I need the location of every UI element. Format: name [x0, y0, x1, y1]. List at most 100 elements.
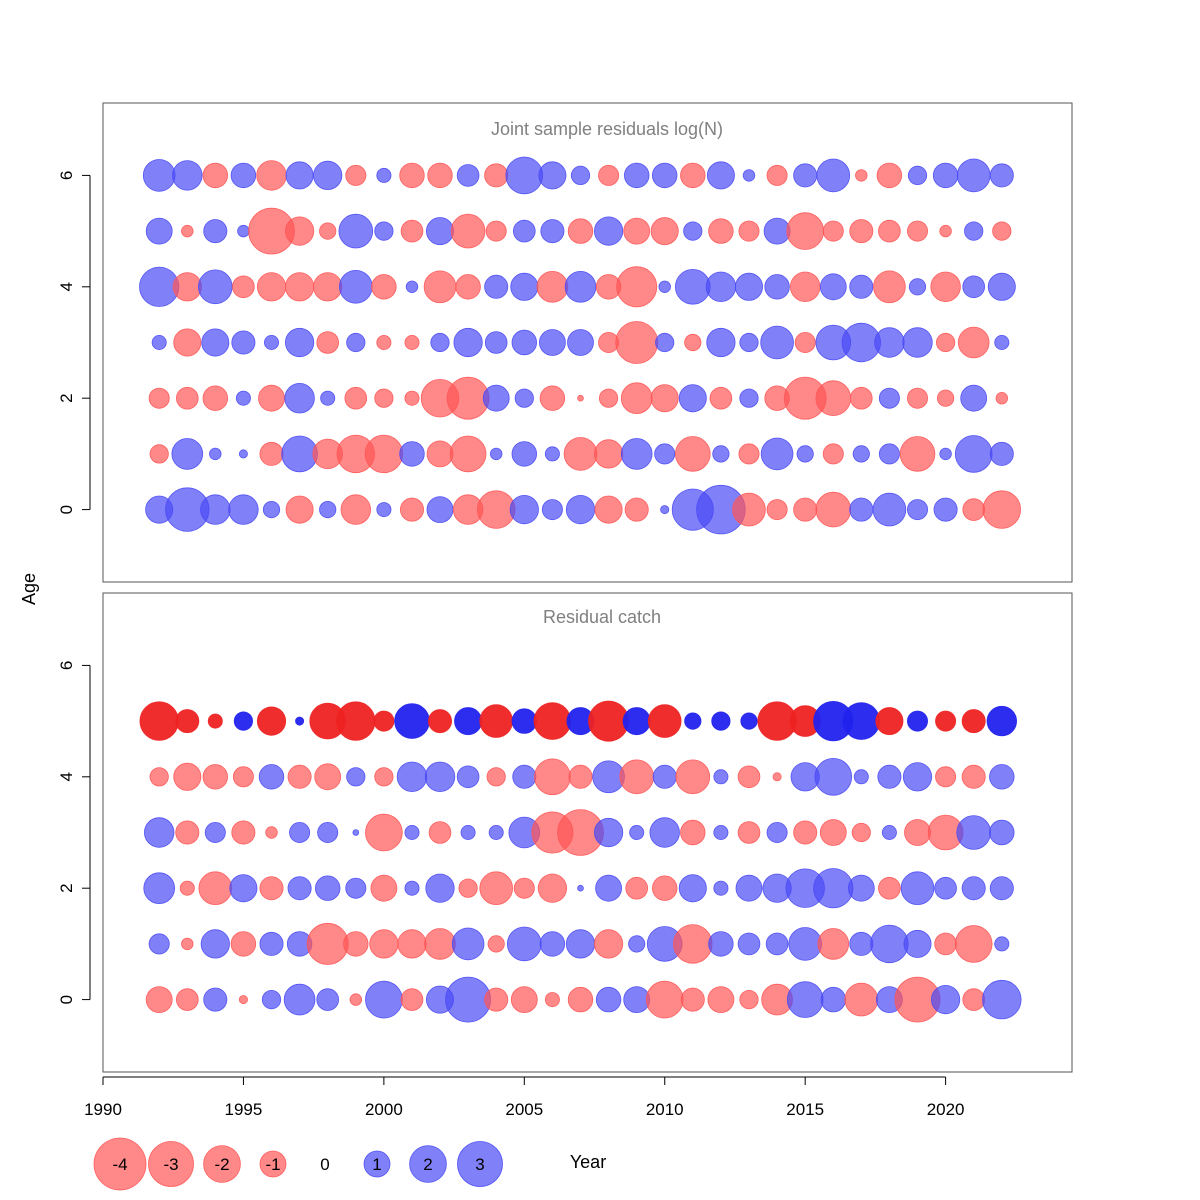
- bubble-age-2-year-2011: [678, 874, 707, 903]
- bubble-age-0-year-2013: [732, 492, 766, 527]
- bubble-age-3-year-2011: [680, 819, 706, 846]
- y-tick-label: 6: [57, 171, 76, 180]
- bubble-age-3-year-2015: [793, 820, 818, 845]
- bubble-age-0-year-1996: [262, 500, 281, 519]
- bubble-age-3-year-2002: [430, 332, 450, 353]
- bubble-age-0-year-1992: [145, 986, 173, 1013]
- bubble-age-0-year-2009: [623, 986, 651, 1013]
- bubble-age-4-year-2009: [616, 266, 658, 308]
- bubble-age-2-year-2021: [960, 384, 988, 412]
- bubble-age-2-year-2013: [735, 874, 763, 902]
- bubble-age-1-year-2016: [817, 928, 850, 960]
- bubble-age-4-year-1993: [172, 272, 202, 302]
- bubble-age-1-year-2017: [849, 931, 874, 956]
- bubble-age-3-year-2006: [539, 329, 566, 356]
- bubble-age-3-year-1999: [352, 829, 360, 836]
- bubble-age-4-year-2005: [510, 272, 539, 301]
- bubble-age-3-year-1992: [143, 817, 175, 848]
- bubble-age-4-year-1995: [232, 275, 255, 299]
- bubble-age-0-year-2006: [544, 992, 560, 1008]
- bubble-age-5-year-2004: [485, 220, 507, 242]
- bubble-age-2-year-1994: [202, 385, 229, 411]
- bubble-age-2-year-2005: [513, 877, 535, 899]
- bubble-age-0-year-1993: [176, 988, 199, 1011]
- bubble-age-5-year-2020: [939, 224, 952, 238]
- bubble-age-1-year-2002: [426, 440, 454, 468]
- bubble-age-1-year-1998: [306, 922, 349, 965]
- bubble-age-1-year-2000: [364, 434, 404, 474]
- bubble-age-3-year-1993: [175, 820, 200, 845]
- y-tick-label: 4: [57, 282, 76, 291]
- bubble-age-0-year-2016: [820, 986, 847, 1013]
- bubble-age-2-year-2017: [847, 874, 875, 902]
- bubble-age-5-year-2017: [849, 219, 874, 244]
- bubble-age-5-year-2008: [593, 216, 624, 246]
- bubble-age-3-year-1998: [316, 331, 340, 354]
- bubble-age-4-year-1998: [314, 763, 342, 791]
- x-axis: 1990 1995 2000 2005 2010 2015 2020: [84, 1076, 965, 1119]
- bubble-age-4-year-1999: [346, 767, 366, 787]
- bubble-age-3-year-1997: [289, 822, 311, 844]
- bubble-age-5-year-2017: [842, 702, 881, 740]
- bubble-age-1-year-2005: [506, 926, 542, 962]
- legend-label: 0: [320, 1155, 329, 1174]
- legend-label: -4: [112, 1155, 127, 1174]
- bubble-age-3-year-1994: [204, 822, 226, 844]
- bubble-age-5-year-2016: [822, 220, 844, 242]
- bubble-age-6-year-1993: [172, 160, 203, 191]
- bubble-age-1-year-2009: [628, 935, 646, 953]
- bubble-age-0-year-1994: [200, 494, 231, 525]
- bubble-age-4-year-1998: [313, 272, 343, 302]
- bubble-age-4-year-2010: [652, 764, 677, 789]
- bubble-age-0-year-1997: [283, 983, 316, 1016]
- bubble-age-1-year-2007: [563, 437, 598, 471]
- bubble-age-0-year-2005: [510, 986, 538, 1013]
- bubble-age-2-year-1996: [258, 384, 285, 412]
- bubble-age-4-year-2013: [735, 272, 764, 301]
- bubble-age-6-year-2014: [766, 164, 788, 186]
- bubble-age-0-year-2011: [680, 987, 705, 1012]
- bubble-age-5-year-2014: [763, 217, 791, 245]
- bubble-age-2-year-2002: [425, 873, 455, 903]
- bubble-age-5-year-2020: [935, 710, 957, 732]
- bottom-panel-bubbles: [139, 700, 1022, 1023]
- bubble-age-4-year-2000: [374, 767, 394, 787]
- bubble-age-2-year-2004: [479, 871, 514, 905]
- legend-label: -3: [163, 1155, 178, 1174]
- bubble-age-0-year-2019: [907, 499, 929, 521]
- bubble-age-2-year-1997: [287, 876, 312, 901]
- bubble-age-0-year-2021: [962, 498, 985, 521]
- bubble-age-0-year-2006: [541, 499, 563, 521]
- bubble-age-5-year-2009: [622, 707, 651, 736]
- bubble-age-5-year-2021: [961, 709, 986, 734]
- bubble-age-0-year-2005: [509, 494, 539, 525]
- bubble-age-5-year-2002: [425, 217, 454, 246]
- bubble-age-3-year-1997: [284, 327, 315, 358]
- bubble-age-0-year-1994: [203, 987, 228, 1012]
- bubble-age-3-year-2009: [615, 321, 659, 364]
- bubble-age-6-year-2001: [399, 162, 425, 189]
- bubble-age-0-year-2020: [930, 984, 961, 1015]
- bubble-age-4-year-2020: [930, 271, 961, 303]
- bubble-age-4-year-1997: [287, 764, 312, 789]
- bubble-age-4-year-2011: [675, 759, 711, 795]
- bubble-age-1-year-1993: [181, 937, 194, 951]
- bubble-age-4-year-2012: [713, 769, 729, 785]
- bubble-age-3-year-2021: [956, 815, 991, 850]
- bubble-age-0-year-1998: [316, 988, 340, 1011]
- bubble-age-2-year-2021: [961, 876, 986, 901]
- bubble-age-2-year-2010: [650, 384, 679, 413]
- bubble-age-3-year-2010: [649, 817, 680, 848]
- bubble-age-1-year-2000: [369, 929, 399, 959]
- bubble-age-0-year-2022: [982, 979, 1022, 1020]
- bubble-age-0-year-2018: [872, 492, 907, 527]
- bubble-age-2-year-1995: [235, 390, 251, 406]
- bubble-age-0-year-2004: [477, 490, 516, 529]
- bubble-age-1-year-2008: [593, 929, 624, 959]
- bubble-age-5-year-2003: [454, 707, 483, 736]
- y-tick-label: 6: [57, 661, 76, 670]
- bubble-age-3-year-1995: [231, 330, 256, 355]
- y-axis-title: Age: [19, 573, 39, 605]
- bubble-age-1-year-2004: [487, 935, 505, 953]
